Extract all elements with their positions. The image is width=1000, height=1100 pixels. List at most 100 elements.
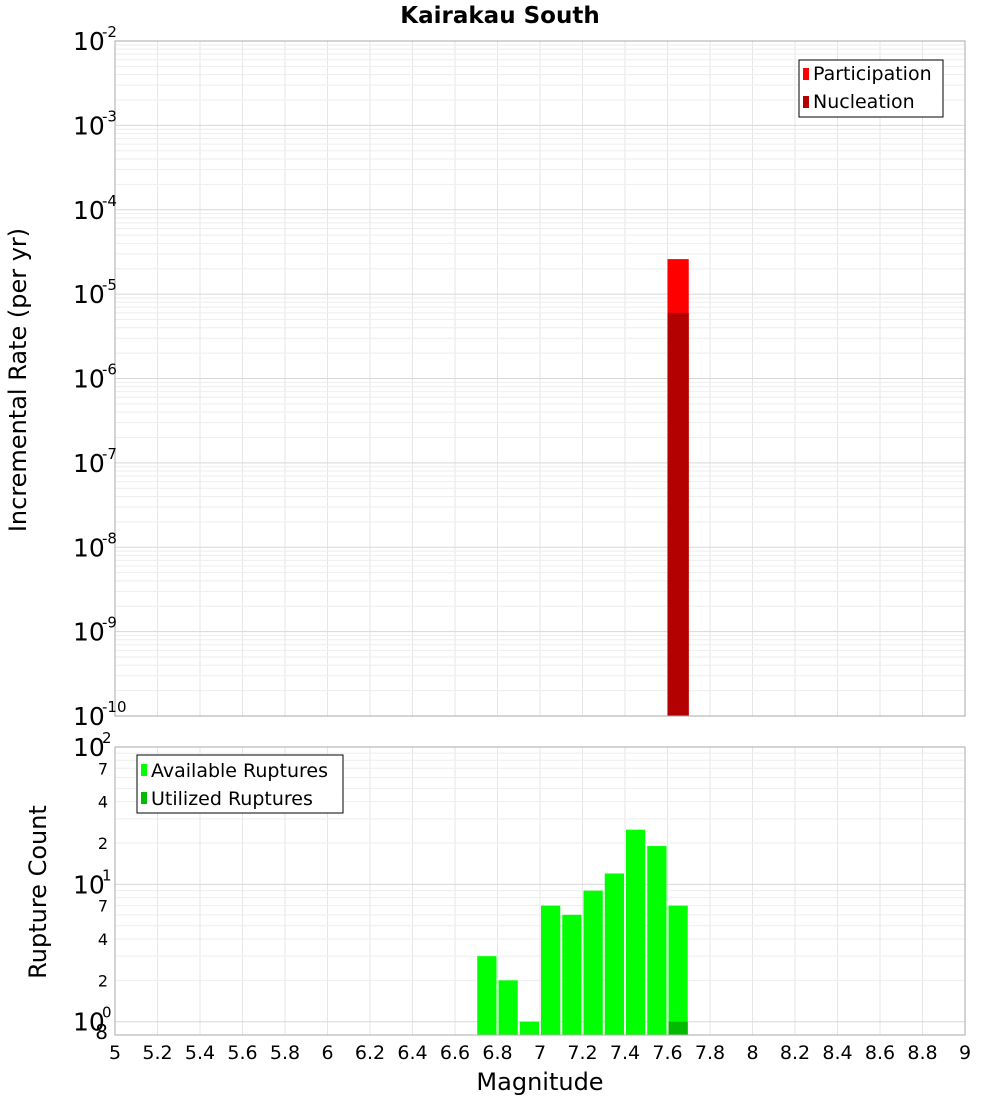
- bottom-y-minor-tick-label: 4: [98, 930, 108, 949]
- bottom-y-minor-tick-label: 4: [98, 793, 108, 812]
- top-y-tick-base: 10: [73, 449, 105, 478]
- bottom-y-tick-label: 100: [73, 1004, 112, 1037]
- bottom-legend-box: [136, 754, 344, 814]
- bar-available-ruptures: [498, 980, 518, 1035]
- chart-title: Kairakau South: [400, 3, 599, 29]
- top-y-tick-exp: -4: [102, 192, 117, 210]
- x-tick-label: 7: [534, 1042, 546, 1064]
- bottom-y-tick-exp: 1: [102, 866, 112, 884]
- top-y-tick-label: 10-3: [73, 107, 117, 140]
- top-y-tick-label: 10-7: [73, 445, 117, 478]
- top-y-tick-exp: -7: [102, 445, 117, 463]
- x-tick-label: 5: [109, 1042, 121, 1064]
- x-tick-label: 7.4: [610, 1042, 640, 1064]
- top-y-tick-base: 10: [73, 618, 105, 647]
- x-tick-label: 6.8: [482, 1042, 512, 1064]
- x-tick-label: 5.4: [185, 1042, 215, 1064]
- bar-available-ruptures: [477, 956, 497, 1035]
- bottom-plot-frame: [114, 746, 966, 1036]
- top-y-tick-label: 10-6: [73, 361, 117, 394]
- x-tick-label: 5.2: [142, 1042, 172, 1064]
- x-tick-label: 6.6: [440, 1042, 470, 1064]
- bar-nucleation: [667, 312, 689, 716]
- legend-swatch-utilized: [141, 792, 147, 804]
- legend-label-utilized: Utilized Ruptures: [151, 788, 313, 810]
- bottom-y-minor-tick-label: 8: [95, 1020, 108, 1044]
- x-tick-label: 6.2: [355, 1042, 385, 1064]
- x-tick-label: 5.6: [227, 1042, 257, 1064]
- x-tick-label: 6.4: [397, 1042, 427, 1064]
- top-y-tick-base: 10: [73, 196, 105, 225]
- top-legend: Participation Nucleation: [798, 59, 944, 118]
- bar-available-ruptures: [668, 905, 688, 1035]
- x-tick-label: 8.4: [822, 1042, 852, 1064]
- x-tick-label: 8.2: [780, 1042, 810, 1064]
- bottom-y-tick-base: 10: [73, 733, 105, 762]
- x-tick-label: 9: [959, 1042, 971, 1064]
- top-y-tick-label: 10-10: [73, 698, 127, 731]
- x-tick-label: 8.6: [865, 1042, 895, 1064]
- top-gridlines: [114, 41, 966, 717]
- x-tick-label: 5.8: [270, 1042, 300, 1064]
- legend-swatch-participation: [803, 68, 809, 80]
- bottom-y-tick-base: 10: [73, 870, 105, 899]
- bar-available-ruptures: [626, 829, 646, 1035]
- legend-label-available: Available Ruptures: [151, 760, 328, 782]
- bottom-y-tick-label: 102: [73, 729, 112, 762]
- x-axis-label: Magnitude: [476, 1068, 603, 1096]
- bottom-y-tick-exp: 0: [102, 1004, 112, 1022]
- x-tick-labels: 5 5.2 5.4 5.6 5.8 6 6.2 6.4 6.6 6.8 7 7.2 7.4 7.6 7.8 8…: [109, 1042, 971, 1064]
- bar-available-ruptures: [647, 846, 667, 1035]
- top-y-tick-label: 10-8: [73, 529, 117, 562]
- top-y-tick-base: 10: [73, 280, 105, 309]
- top-y-tick-label: 10-5: [73, 276, 117, 309]
- bottom-y-minor-tick-label: 2: [98, 971, 108, 990]
- top-y-tick-label: 10-2: [73, 23, 117, 56]
- top-y-tick-exp: -10: [102, 698, 127, 716]
- bottom-legend: Available Ruptures Utilized Ruptures: [136, 754, 344, 814]
- bar-available-ruptures: [583, 890, 603, 1035]
- top-y-tick-base: 10: [73, 27, 105, 56]
- bottom-y-tick-label: 101: [73, 866, 112, 899]
- x-tick-label: 7.8: [695, 1042, 725, 1064]
- x-tick-label: 8.8: [907, 1042, 937, 1064]
- bar-available-ruptures: [604, 873, 624, 1035]
- bottom-y-minor-tick-label: 7: [98, 897, 108, 916]
- x-tick-label: 7.2: [567, 1042, 597, 1064]
- top-y-tick-exp: -5: [102, 276, 117, 294]
- legend-swatch-available: [141, 764, 147, 776]
- bar-available-ruptures: [519, 1021, 539, 1035]
- bottom-bars: [477, 829, 688, 1035]
- bar-available-ruptures: [541, 905, 561, 1035]
- bottom-y-tick-base: 10: [73, 1008, 105, 1037]
- top-y-tick-exp: -8: [102, 529, 117, 547]
- legend-swatch-nucleation: [803, 96, 809, 108]
- bar-utilized-ruptures: [668, 1021, 688, 1035]
- top-plot-frame: [114, 40, 966, 717]
- top-bars: [667, 259, 689, 716]
- top-y-tick-base: 10: [73, 702, 105, 731]
- top-y-axis-label: Incremental Rate (per yr): [4, 228, 32, 532]
- top-y-tick-label: 10-4: [73, 192, 117, 225]
- top-y-tick-exp: -3: [102, 107, 117, 125]
- top-y-tick-exp: -6: [102, 361, 117, 379]
- bottom-y-minor-tick-label: 2: [98, 834, 108, 853]
- bar-available-ruptures: [562, 914, 582, 1035]
- legend-label-participation: Participation: [813, 63, 932, 85]
- bottom-y-axis-label: Rupture Count: [24, 805, 52, 979]
- x-tick-label: 8: [746, 1042, 758, 1064]
- top-y-tick-label: 10-9: [73, 614, 117, 647]
- top-legend-box: [798, 59, 944, 118]
- top-y-tick-base: 10: [73, 365, 105, 394]
- top-y-tick-exp: -9: [102, 614, 117, 632]
- top-y-tick-exp: -2: [102, 23, 117, 41]
- bottom-y-tick-exp: 2: [102, 729, 112, 747]
- x-tick-label: 7.6: [652, 1042, 682, 1064]
- x-tick-label: 6: [321, 1042, 333, 1064]
